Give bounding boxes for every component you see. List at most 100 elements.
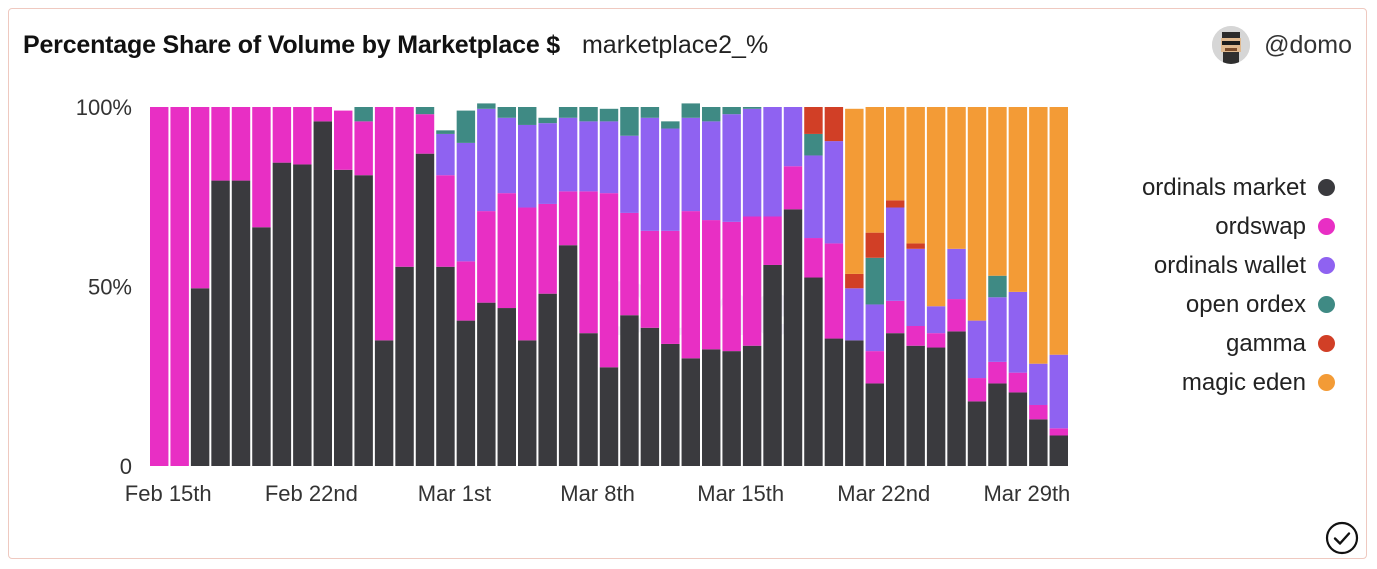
bar-segment-ordinals-wallet-21[interactable] <box>579 121 598 192</box>
bar-segment-ordinals-market-38[interactable] <box>926 347 946 466</box>
bar-segment-ordswap-38[interactable] <box>926 333 946 348</box>
bar-segment-ordinals-market-42[interactable] <box>1008 392 1028 466</box>
chart-subtitle[interactable]: marketplace2_% <box>581 31 769 59</box>
bar-segment-ordswap-24[interactable] <box>640 230 660 328</box>
bar-segment-ordinals-market-33[interactable] <box>824 338 844 466</box>
bar-segment-gamma-36[interactable] <box>886 200 905 208</box>
bar-segment-open-ordex-29[interactable] <box>742 107 762 109</box>
bar-segment-ordinals-wallet-30[interactable] <box>763 107 782 217</box>
bar-segment-ordinals-market-29[interactable] <box>742 345 762 467</box>
bar-segment-ordswap-8[interactable] <box>313 107 332 122</box>
bar-segment-ordinals-market-39[interactable] <box>947 331 966 467</box>
bar-segment-ordinals-wallet-16[interactable] <box>477 108 496 212</box>
bar-segment-ordswap-4[interactable] <box>231 107 251 181</box>
bar-segment-ordswap-16[interactable] <box>477 211 496 303</box>
bar-segment-magic-eden-44[interactable] <box>1049 107 1068 355</box>
bar-segment-open-ordex-13[interactable] <box>415 107 435 115</box>
legend-item-ordinals-wallet[interactable]: ordinals wallet <box>1105 246 1335 285</box>
bar-segment-open-ordex-26[interactable] <box>681 103 700 118</box>
bar-segment-ordswap-22[interactable] <box>599 193 619 368</box>
bar-segment-ordswap-37[interactable] <box>906 325 925 346</box>
bar-segment-ordswap-17[interactable] <box>497 193 516 309</box>
bar-segment-gamma-34[interactable] <box>845 273 864 289</box>
bar-segment-ordinals-market-11[interactable] <box>374 340 394 466</box>
bar-segment-ordswap-28[interactable] <box>722 221 741 352</box>
bar-segment-ordinals-market-6[interactable] <box>272 162 292 466</box>
bar-segment-ordinals-wallet-27[interactable] <box>702 121 721 221</box>
bar-segment-ordinals-market-40[interactable] <box>967 401 987 466</box>
bar-segment-ordinals-market-9[interactable] <box>334 169 353 466</box>
bar-segment-ordinals-market-12[interactable] <box>395 266 414 466</box>
bar-segment-magic-eden-41[interactable] <box>988 107 1007 276</box>
bar-segment-ordinals-market-21[interactable] <box>579 333 598 466</box>
bar-segment-ordinals-market-20[interactable] <box>558 245 578 466</box>
bar-segment-magic-eden-43[interactable] <box>1029 107 1048 364</box>
bar-segment-ordinals-wallet-23[interactable] <box>620 135 639 213</box>
bar-segment-ordinals-market-43[interactable] <box>1029 419 1048 466</box>
bar-segment-ordinals-wallet-33[interactable] <box>824 141 844 244</box>
bar-segment-ordinals-market-13[interactable] <box>415 153 435 467</box>
bar-segment-ordswap-42[interactable] <box>1008 372 1028 393</box>
bar-segment-ordinals-wallet-43[interactable] <box>1029 363 1048 405</box>
bar-segment-ordinals-wallet-39[interactable] <box>947 248 966 300</box>
bar-segment-open-ordex-28[interactable] <box>722 107 741 115</box>
bar-segment-ordinals-market-22[interactable] <box>599 367 619 466</box>
bar-segment-ordswap-30[interactable] <box>763 216 782 265</box>
bar-segment-ordswap-20[interactable] <box>558 191 578 246</box>
bar-segment-magic-eden-42[interactable] <box>1008 107 1028 292</box>
bar-segment-ordinals-market-2[interactable] <box>190 288 210 466</box>
bar-segment-ordinals-wallet-14[interactable] <box>436 133 455 176</box>
bar-segment-ordinals-wallet-26[interactable] <box>681 117 700 212</box>
bar-segment-ordswap-35[interactable] <box>865 351 884 384</box>
bar-segment-ordinals-wallet-36[interactable] <box>886 207 905 301</box>
user-handle[interactable]: @domo <box>1264 30 1352 59</box>
bar-segment-magic-eden-34[interactable] <box>845 108 864 274</box>
bar-segment-ordinals-market-36[interactable] <box>886 333 905 466</box>
bar-segment-ordswap-32[interactable] <box>804 238 823 278</box>
bar-segment-ordswap-21[interactable] <box>579 191 598 334</box>
bar-segment-ordinals-market-34[interactable] <box>845 340 864 466</box>
bar-segment-ordinals-wallet-32[interactable] <box>804 155 823 239</box>
bar-segment-ordinals-market-30[interactable] <box>763 264 782 466</box>
bar-segment-ordswap-1[interactable] <box>170 107 189 466</box>
bar-segment-ordinals-wallet-17[interactable] <box>497 117 516 194</box>
bar-segment-ordinals-market-37[interactable] <box>906 345 925 467</box>
bar-segment-ordswap-26[interactable] <box>681 211 700 359</box>
bar-segment-gamma-37[interactable] <box>906 243 925 249</box>
bar-segment-open-ordex-41[interactable] <box>988 275 1007 298</box>
bar-segment-ordinals-wallet-38[interactable] <box>926 306 946 334</box>
bar-segment-ordinals-wallet-41[interactable] <box>988 297 1007 362</box>
bar-segment-ordinals-wallet-44[interactable] <box>1049 354 1068 429</box>
legend-item-ordinals-market[interactable]: ordinals market <box>1105 168 1335 207</box>
bar-segment-ordswap-2[interactable] <box>190 107 210 289</box>
bar-segment-open-ordex-10[interactable] <box>354 107 373 122</box>
bar-segment-ordswap-10[interactable] <box>354 121 373 176</box>
bar-segment-ordinals-wallet-34[interactable] <box>845 288 864 341</box>
bar-segment-ordinals-market-19[interactable] <box>538 293 557 466</box>
legend-item-gamma[interactable]: gamma <box>1105 324 1335 363</box>
bar-segment-ordinals-market-5[interactable] <box>252 227 271 466</box>
bar-segment-ordinals-market-8[interactable] <box>313 121 332 467</box>
bar-segment-ordinals-wallet-28[interactable] <box>722 114 741 222</box>
bar-segment-ordinals-market-35[interactable] <box>865 383 884 466</box>
bar-segment-open-ordex-15[interactable] <box>456 110 476 143</box>
bar-segment-open-ordex-32[interactable] <box>804 133 823 156</box>
bar-segment-ordswap-39[interactable] <box>947 299 966 332</box>
check-circle-icon[interactable] <box>1325 521 1359 555</box>
bar-segment-ordswap-29[interactable] <box>742 216 762 346</box>
bar-segment-ordinals-market-32[interactable] <box>804 277 823 466</box>
bar-segment-open-ordex-17[interactable] <box>497 107 516 118</box>
legend-item-ordswap[interactable]: ordswap <box>1105 207 1335 246</box>
bar-segment-ordswap-43[interactable] <box>1029 404 1048 420</box>
bar-segment-magic-eden-36[interactable] <box>886 107 905 201</box>
bar-segment-open-ordex-18[interactable] <box>518 107 537 125</box>
bar-segment-ordinals-wallet-40[interactable] <box>967 320 987 379</box>
bar-segment-ordswap-44[interactable] <box>1049 428 1068 436</box>
bar-segment-ordswap-31[interactable] <box>783 166 803 210</box>
bar-segment-magic-eden-35[interactable] <box>865 107 884 233</box>
bar-segment-ordswap-0[interactable] <box>150 107 169 466</box>
bar-segment-ordinals-wallet-31[interactable] <box>783 107 803 167</box>
bar-segment-ordswap-14[interactable] <box>436 175 455 267</box>
bar-segment-ordswap-13[interactable] <box>415 114 435 154</box>
bar-segment-ordinals-market-17[interactable] <box>497 308 516 466</box>
